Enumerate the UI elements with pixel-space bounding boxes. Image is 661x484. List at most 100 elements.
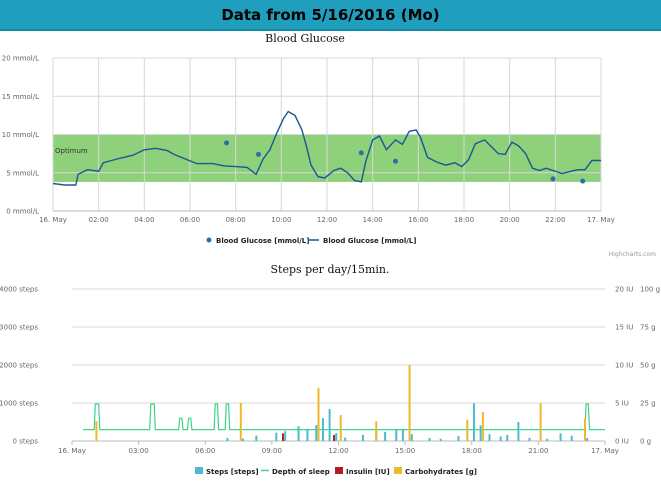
steps-bar: [344, 437, 347, 441]
steps-bar: [586, 437, 589, 441]
steps-bar: [472, 403, 475, 441]
y-tick-label: 15 mmol/L: [2, 93, 39, 101]
x-tick-label: 22:00: [545, 216, 565, 224]
legend-item-steps[interactable]: Steps [steps]: [206, 468, 259, 476]
carbohydrates-bar: [481, 412, 484, 441]
x-tick-label: 08:00: [226, 216, 246, 224]
steps-bar: [479, 425, 482, 441]
y-tick-label: 20 mmol/L: [2, 55, 39, 63]
y-tick-label: 2000 steps: [0, 362, 38, 370]
steps-bar: [226, 437, 229, 441]
optimum-label: Optimum: [55, 147, 88, 155]
legend: Steps [steps] Depth of sleep Insulin [IU…: [195, 467, 477, 476]
steps-bar: [384, 431, 387, 441]
steps-bar: [275, 432, 278, 441]
steps-bar: [306, 429, 309, 441]
y-tick-label-insulin: 5 IU: [615, 400, 629, 408]
y-tick-label-carbohydrates: 0 g: [640, 438, 651, 446]
y-tick-label-carbohydrates: 50 g: [640, 362, 656, 370]
x-tick-label: 20:00: [500, 216, 520, 224]
y-tick-label: 3000 steps: [0, 324, 38, 332]
y-axis-carbohydrates: 0 g 25 g 50 g 75 g 100 g: [640, 286, 660, 446]
steps-bar: [401, 428, 404, 441]
steps-bar: [528, 437, 531, 441]
carbohydrates-bar: [466, 419, 469, 441]
legend-marker-carbohydrates: [394, 467, 402, 474]
carbohydrates-bar: [239, 403, 242, 441]
steps-bar: [321, 418, 324, 441]
steps-bar: [546, 438, 549, 441]
steps-bar: [499, 436, 502, 441]
steps-bar: [255, 435, 258, 441]
glucose-point: [358, 150, 364, 156]
y-tick-label: 4000 steps: [0, 286, 38, 294]
x-tick-label: 12:00: [317, 216, 337, 224]
y-tick-label: 1000 steps: [0, 400, 38, 408]
y-tick-label-insulin: 10 IU: [615, 362, 633, 370]
glucose-point: [580, 178, 586, 184]
y-tick-label-carbohydrates: 75 g: [640, 324, 656, 332]
x-tick-label: 09:00: [262, 447, 282, 455]
grid: [71, 288, 606, 445]
page-header: Data from 5/16/2016 (Mo): [0, 0, 661, 31]
y-tick-label-carbohydrates: 25 g: [640, 400, 656, 408]
chart-title: Steps per day/15min.: [270, 263, 389, 276]
carbohydrates-bar: [539, 403, 542, 441]
credit-link[interactable]: Highcharts.com: [609, 251, 656, 258]
legend-item-blood-glucose-scatter[interactable]: Blood Glucose [mmol/L]: [216, 237, 309, 245]
legend-item-insulin[interactable]: Insulin [IU]: [346, 468, 390, 476]
steps-bar: [328, 409, 331, 441]
glucose-point: [550, 176, 556, 182]
steps-bar: [439, 438, 442, 441]
header-underline: [0, 29, 661, 31]
steps-bar: [315, 425, 318, 441]
y-tick-label-insulin: 20 IU: [615, 286, 633, 294]
steps-bar: [361, 434, 364, 441]
legend-marker-scatter: [206, 237, 212, 243]
sleep-line: [83, 403, 605, 431]
x-tick-label: 10:00: [271, 216, 291, 224]
x-tick-label: 14:00: [363, 216, 383, 224]
y-tick-label-insulin: 15 IU: [615, 324, 633, 332]
legend-item-carbohydrates[interactable]: Carbohydrates [g]: [405, 468, 477, 476]
steps-bar: [570, 435, 573, 441]
steps-chart: Steps per day/15min. 0 steps 1000 steps 20…: [0, 263, 660, 476]
series: [52, 110, 601, 186]
x-tick-label: 12:00: [328, 447, 348, 455]
x-tick-label: 18:00: [462, 447, 482, 455]
y-tick-label: 5 mmol/L: [6, 169, 39, 177]
carbohydrates-bar: [408, 365, 411, 441]
legend-marker-steps: [195, 467, 203, 474]
steps-bar: [457, 436, 460, 441]
y-tick-label: 0 steps: [13, 438, 39, 446]
steps-bar: [297, 426, 300, 441]
x-tick-label: 15:00: [395, 447, 415, 455]
x-tick-label: 16. May: [39, 216, 67, 224]
grid: [52, 57, 602, 212]
insulin-bar: [281, 433, 284, 441]
glucose-line: [52, 110, 601, 186]
insulin-bar: [333, 434, 336, 441]
y-tick-label: 0 mmol/L: [6, 208, 39, 216]
glucose-point: [393, 158, 398, 164]
x-tick-label: 16:00: [408, 216, 428, 224]
steps-bar: [559, 433, 562, 441]
carbohydrates-bar: [317, 387, 320, 441]
y-tick-label: 10 mmol/L: [2, 131, 39, 139]
x-tick-label: 21:00: [528, 447, 548, 455]
steps-bar: [428, 437, 431, 441]
x-axis: 16. May 02:00 04:00 06:00 08:00 10:00 12:00 14:…: [39, 216, 615, 224]
steps-bar: [517, 422, 520, 441]
x-tick-label: 06:00: [180, 216, 200, 224]
carbohydrates-bar: [95, 421, 98, 441]
blood-glucose-chart: Blood Glucose Optimum 0 mmol/L 5 mmol/L 10…: [2, 32, 656, 258]
y-axis-insulin: 0 IU 5 IU 10 IU 15 IU 20 IU: [615, 286, 633, 446]
legend-item-blood-glucose-line[interactable]: Blood Glucose [mmol/L]: [323, 237, 416, 245]
steps-bar: [506, 434, 509, 441]
carbohydrates-bar: [339, 415, 342, 441]
y-tick-label-insulin: 0 IU: [615, 438, 629, 446]
series: [83, 365, 605, 441]
steps-bar: [410, 434, 413, 441]
legend-item-sleep[interactable]: Depth of sleep: [272, 468, 330, 476]
